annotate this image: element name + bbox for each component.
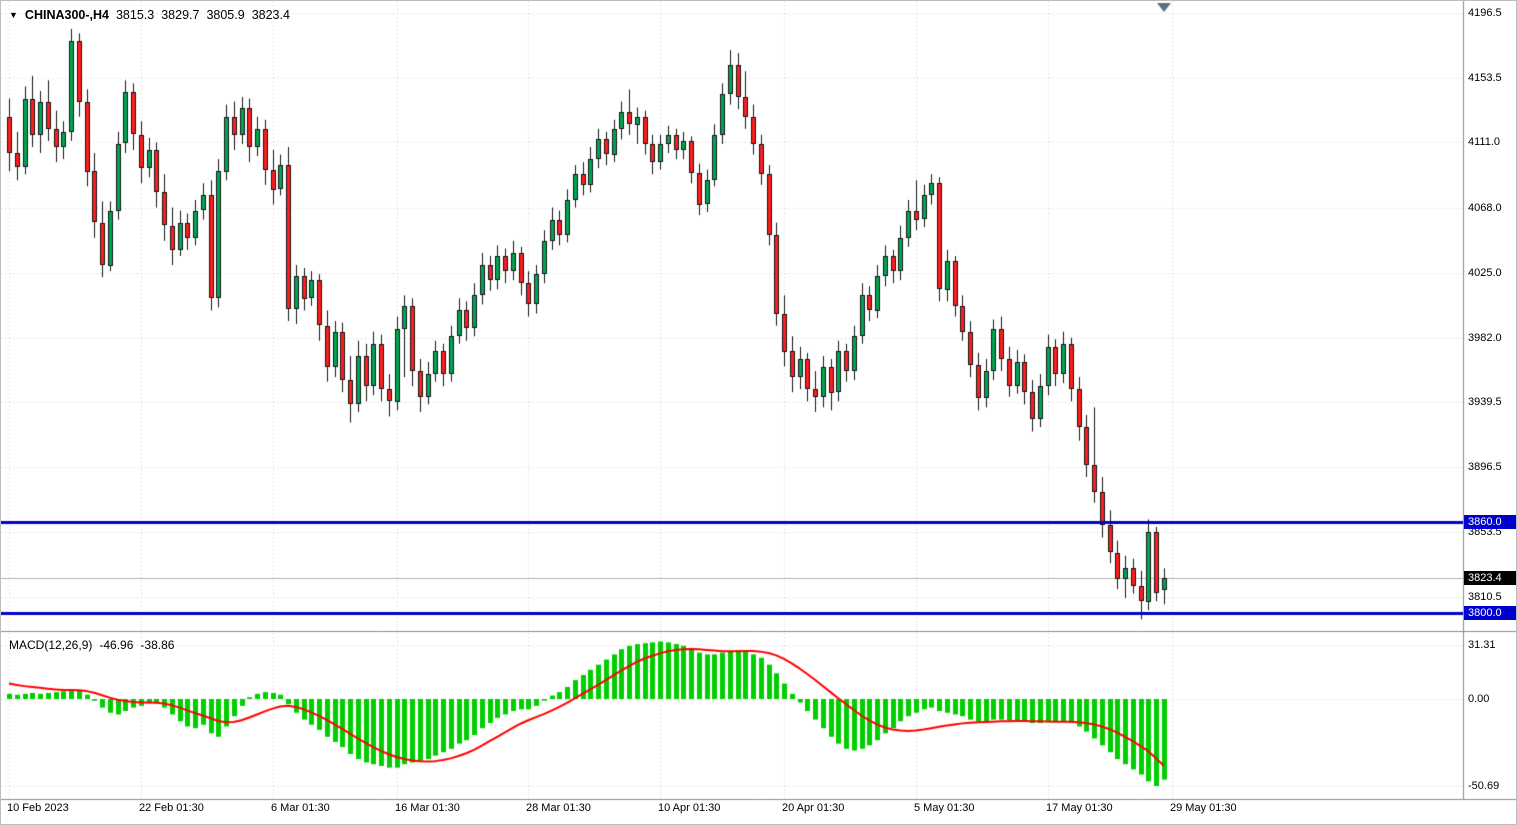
time-axis-label: 22 Feb 01:30: [139, 802, 204, 814]
time-axis[interactable]: 10 Feb 2023 22 Feb 01:30 6 Mar 01:30 16 Mar…: [1, 801, 1516, 824]
indicator-name: MACD(12,26,9): [9, 638, 93, 652]
time-axis-label: 5 May 01:30: [914, 802, 975, 814]
price-axis-label: 4196.5: [1468, 7, 1502, 19]
indicator-axis-label: 0.00: [1468, 693, 1490, 705]
quote-high: 3829.7: [161, 8, 200, 22]
price-axis-label: 4153.5: [1468, 72, 1502, 84]
time-axis-label: 16 Mar 01:30: [395, 802, 460, 814]
time-axis-label: 17 May 01:30: [1046, 802, 1113, 814]
time-axis-label: 10 Apr 01:30: [658, 802, 721, 814]
indicator-axis-label: 31.31: [1468, 639, 1496, 651]
price-axis-label: 4025.0: [1468, 267, 1502, 279]
quote-close: 3823.4: [251, 8, 290, 22]
price-axis-label: 3896.5: [1468, 461, 1502, 473]
indicator-signal-value: -38.86: [140, 638, 175, 652]
chart-title: ▼ CHINA300-,H4 3815.3 3829.7 3805.9 3823…: [9, 8, 290, 22]
price-axis-label: 4111.0: [1468, 136, 1501, 148]
price-axis-label: 3939.5: [1468, 396, 1502, 408]
current-price-badge: 3823.4: [1464, 571, 1516, 585]
price-axis-label: 3982.0: [1468, 332, 1502, 344]
indicator-label: MACD(12,26,9) -46.96 -38.86: [9, 638, 174, 652]
symbol-dropdown-icon[interactable]: ▼: [9, 10, 18, 20]
price-level-badge: 3860.0: [1464, 515, 1516, 529]
price-axis-label: 4068.0: [1468, 202, 1502, 214]
quote-open: 3815.3: [115, 8, 155, 22]
time-axis-label: 6 Mar 01:30: [271, 802, 330, 814]
time-axis-label: 10 Feb 2023: [7, 802, 69, 814]
price-axis-label: 3853.5: [1468, 526, 1502, 538]
quote-low: 3805.9: [206, 8, 245, 22]
price-axis[interactable]: 4196.5 4153.5 4111.0 4068.0 4025.0 3982.0 3939…: [1464, 1, 1516, 799]
indicator-macd-value: -46.96: [99, 638, 134, 652]
time-axis-label: 28 Mar 01:30: [526, 802, 591, 814]
time-axis-label: 29 May 01:30: [1170, 802, 1237, 814]
indicator-axis-label: -50.69: [1468, 780, 1500, 792]
price-level-badge: 3800.0: [1464, 606, 1516, 620]
time-axis-label: 20 Apr 01:30: [782, 802, 845, 814]
symbol-period-label: CHINA300-,H4: [24, 8, 109, 22]
price-axis-label: 3810.5: [1468, 591, 1502, 603]
